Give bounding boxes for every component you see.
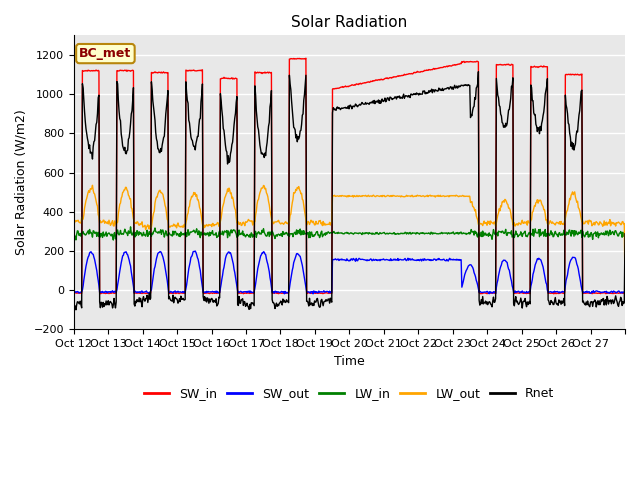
X-axis label: Time: Time <box>334 355 365 368</box>
Rnet <box>237 300 244 306</box>
LW_out <box>621 287 629 293</box>
SW_in <box>302 55 310 61</box>
SW_in <box>438 65 445 71</box>
Rnet <box>285 300 292 306</box>
SW_out <box>438 257 446 263</box>
Legend: SW_in, SW_out, LW_in, LW_out, Rnet: SW_in, SW_out, LW_in, LW_out, Rnet <box>140 383 559 406</box>
Line: SW_out: SW_out <box>74 251 625 294</box>
SW_out <box>309 291 317 297</box>
SW_out <box>237 288 244 294</box>
SW_in <box>621 290 629 296</box>
Line: Rnet: Rnet <box>74 72 625 310</box>
SW_in <box>70 290 77 296</box>
LW_out <box>70 217 77 223</box>
LW_out <box>407 193 415 199</box>
SW_in <box>263 70 271 75</box>
LW_in <box>438 231 446 237</box>
LW_in <box>408 231 415 237</box>
SW_out <box>264 262 271 267</box>
LW_in <box>285 234 293 240</box>
LW_in <box>109 237 117 243</box>
Rnet <box>474 69 482 74</box>
Line: SW_in: SW_in <box>74 58 625 294</box>
SW_in <box>134 290 142 296</box>
SW_in <box>284 290 292 296</box>
Title: Solar Radiation: Solar Radiation <box>291 15 408 30</box>
Line: LW_out: LW_out <box>74 185 625 290</box>
Rnet <box>72 307 80 312</box>
LW_in <box>237 230 245 236</box>
SW_in <box>236 290 244 296</box>
SW_out <box>621 290 629 296</box>
LW_out <box>438 193 445 199</box>
LW_in <box>265 229 273 235</box>
LW_out <box>135 222 143 228</box>
SW_out <box>134 289 142 295</box>
Rnet <box>407 91 415 97</box>
LW_in <box>136 231 144 237</box>
Rnet <box>621 231 629 237</box>
Rnet <box>135 295 143 300</box>
SW_out <box>408 257 415 263</box>
Line: LW_in: LW_in <box>74 227 625 240</box>
LW_in <box>621 231 629 237</box>
LW_out <box>264 194 271 200</box>
LW_in <box>127 224 134 230</box>
LW_in <box>70 230 77 236</box>
Rnet <box>264 131 271 137</box>
Rnet <box>438 87 445 93</box>
SW_out <box>191 248 199 254</box>
Y-axis label: Solar Radiation (W/m2): Solar Radiation (W/m2) <box>15 109 28 255</box>
SW_in <box>407 71 415 77</box>
SW_out <box>285 288 292 294</box>
Rnet <box>70 300 77 306</box>
SW_in <box>550 291 557 297</box>
Text: BC_met: BC_met <box>79 47 132 60</box>
LW_out <box>88 182 96 188</box>
SW_out <box>70 289 77 295</box>
LW_out <box>237 220 244 226</box>
LW_out <box>285 220 292 226</box>
